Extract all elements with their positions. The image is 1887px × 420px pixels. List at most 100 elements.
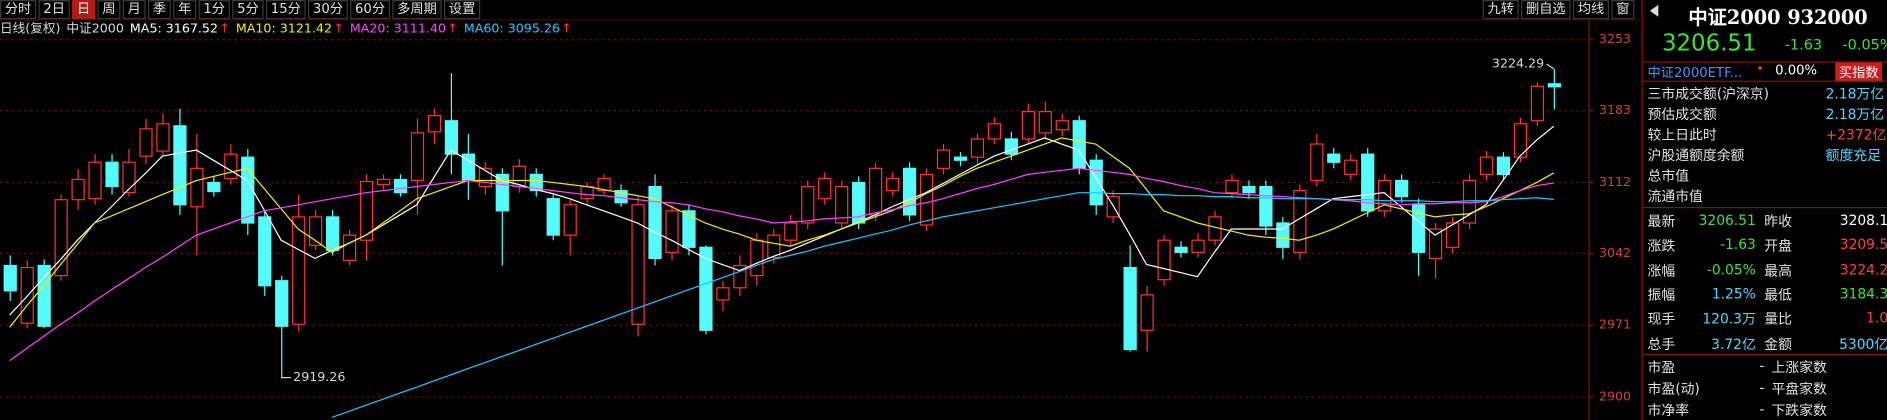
divider (1642, 206, 1887, 209)
ma-line (9, 125, 1555, 316)
legend-entry: MA60: 3095.26 (463, 21, 560, 36)
stat-label: 流通市值 (1647, 187, 1703, 205)
quote-label: 振幅 (1647, 286, 1676, 304)
candle-body (190, 167, 204, 208)
ratio-label: 下跌家数 (1771, 401, 1827, 419)
candle-body (1259, 185, 1273, 227)
period-button[interactable]: 年 (173, 0, 197, 20)
candle-body (970, 138, 985, 158)
etf-name: 中证2000ETF... (1647, 64, 1743, 81)
ratio-label: 上涨家数 (1771, 358, 1827, 376)
quote-value: 3224.2 (1839, 260, 1887, 278)
candle-body (1547, 83, 1561, 88)
period-button[interactable]: 日 (72, 0, 96, 20)
candle-body (1344, 159, 1358, 175)
stat-value: 额度充足 (1825, 146, 1881, 164)
candle-body (1530, 85, 1545, 122)
candle-body (1310, 143, 1324, 182)
quote-label: 量比 (1764, 310, 1792, 328)
candle-body (241, 156, 255, 224)
candle-body (1327, 153, 1341, 163)
stat-label: 三市成交额(沪深京) (1647, 85, 1770, 103)
candle-body (1428, 228, 1443, 260)
candle-body (359, 180, 374, 241)
period-button[interactable]: 60分 (350, 0, 390, 20)
back-icon[interactable] (1649, 4, 1659, 17)
annotation-line (1546, 63, 1555, 70)
period-button[interactable]: 30分 (308, 0, 348, 20)
quote-value: 3.72亿 (1711, 335, 1756, 353)
candle-body (699, 246, 713, 331)
quote-value: -0.05% (1706, 260, 1756, 278)
legend-entry: MA10: 3121.42 (235, 21, 332, 36)
candle-body (427, 115, 442, 133)
period-button[interactable]: 季 (148, 0, 171, 20)
candle-body (495, 173, 509, 212)
candle-body (1157, 239, 1171, 281)
quote-value: 3206.51 (1698, 211, 1756, 229)
price-change: -1.63 (1784, 36, 1823, 53)
candle-body (801, 185, 815, 224)
divider (1642, 80, 1887, 82)
quote-label: 昨收 (1764, 213, 1792, 230)
period-button[interactable]: 5分 (232, 0, 264, 20)
candle-body (444, 120, 459, 155)
candle-body (71, 178, 85, 201)
period-label: 日线(复权) (0, 21, 61, 37)
quote-label: 金额 (1764, 335, 1792, 353)
candle-body (818, 177, 832, 200)
candle-body (1242, 185, 1256, 194)
candle-body (292, 216, 306, 325)
period-button[interactable]: 15分 (265, 0, 306, 20)
candle-body (156, 123, 170, 152)
candle-body (1395, 179, 1409, 198)
stat-label: 较上日此时 (1647, 126, 1717, 144)
low-annotation: 2919.26 (293, 369, 345, 384)
candle-body (393, 178, 408, 194)
tool-button[interactable]: 均线 (1572, 0, 1609, 20)
candle-body (835, 185, 849, 224)
period-button[interactable]: 1分 (198, 0, 230, 20)
candle-body (902, 167, 917, 216)
quote-value: 120.3万 (1702, 310, 1756, 328)
candle-body (1411, 204, 1426, 253)
period-button[interactable]: 周 (97, 0, 121, 20)
candle-body (1174, 246, 1188, 253)
candle-body (1089, 159, 1103, 206)
candle-body (1496, 156, 1511, 175)
period-button[interactable]: 2日 (38, 0, 70, 20)
candle-body (885, 177, 900, 192)
ratio-label: 市盈 (1647, 358, 1676, 376)
candle-body (1072, 120, 1086, 169)
candle-body (207, 181, 221, 193)
period-button[interactable]: 设置 (444, 0, 481, 20)
candle-body (105, 161, 119, 188)
period-button[interactable]: 多周期 (392, 0, 442, 20)
candle-body (1055, 120, 1069, 131)
stat-value: +2372亿 (1825, 126, 1887, 144)
candle-body (1225, 179, 1239, 194)
etf-change: 0.00% (1775, 62, 1818, 79)
ma-line (9, 167, 1554, 362)
legend-arrow: ↑ (561, 21, 572, 36)
quote-value: 1.0 (1866, 309, 1887, 327)
period-button[interactable]: 分时 (0, 0, 37, 20)
candle-body (716, 287, 730, 301)
candle-body (648, 185, 662, 260)
candle-body (37, 264, 51, 327)
candle-body (376, 178, 391, 186)
candle-body (258, 216, 272, 287)
y-tick-label: 2971 (1599, 317, 1631, 332)
buy-button[interactable]: 买指数 (1835, 62, 1883, 82)
tool-button[interactable]: 删自选 (1521, 0, 1571, 20)
legend-arrow: ↑ (219, 21, 230, 36)
divider (1642, 61, 1887, 63)
candle-body (1361, 153, 1375, 212)
quote-value: 3208.1 (1839, 211, 1887, 229)
candle-body (750, 239, 764, 277)
stat-value: 2.18万亿 (1825, 85, 1885, 103)
tool-button[interactable]: 窗 (1611, 0, 1635, 20)
period-button[interactable]: 月 (122, 0, 146, 20)
candle-body (953, 156, 968, 161)
tool-button[interactable]: 九转 (1482, 0, 1519, 20)
